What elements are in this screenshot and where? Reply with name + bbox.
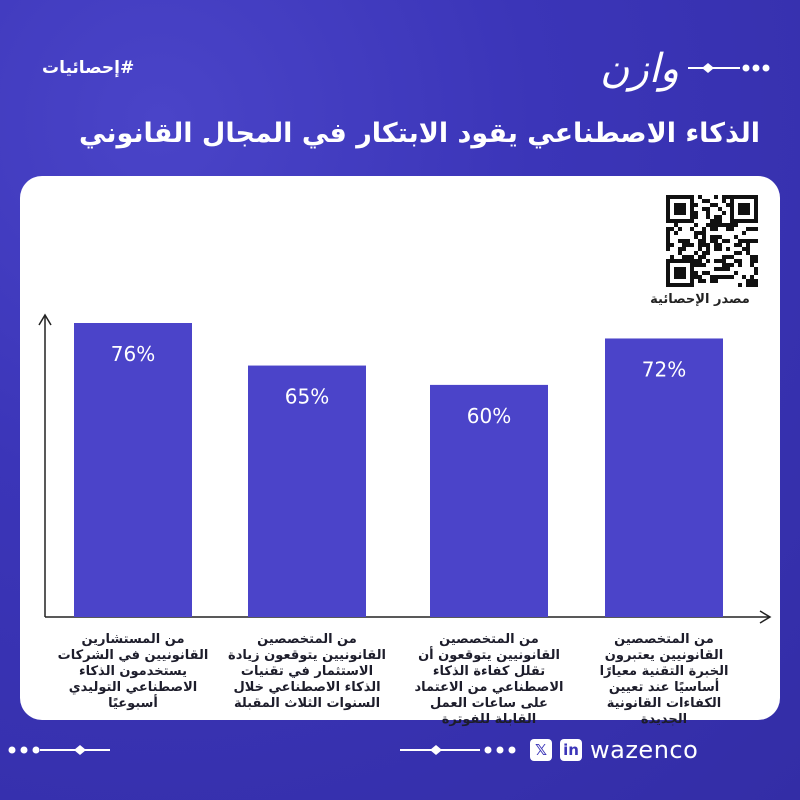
footer-decoration [8,745,516,755]
category-label: من المتخصصين القانونيين يتوقعون أن تقلل … [414,632,564,727]
y-axis-arrow [38,313,52,326]
page-title: الذكاء الاصطناعي يقود الابتكار في المجال… [79,118,760,149]
wazen-logo: وازن [600,46,770,92]
bar-value-label: 60% [467,404,511,428]
x-twitter-icon[interactable]: 𝕏 [530,739,552,761]
bar [430,384,548,617]
qr-code-icon [666,195,758,287]
bar [248,365,366,617]
source-label: مصدر الإحصائية [650,292,750,307]
bar-value-label: 72% [642,357,686,381]
logo-text: وازن [600,46,679,92]
linkedin-icon[interactable]: in [560,739,582,761]
category-label: من المتخصصين القانونيين يعتبرون الخبرة ا… [599,632,729,727]
x-axis-arrow [759,610,772,624]
hashtag-label: #إحصائيات [42,58,135,78]
bar [605,338,723,617]
footer-brand: 𝕏 in wazenco [530,735,698,765]
bar-value-label: 76% [111,342,155,366]
category-label: من المستشارين القانونيين في الشركات يستخ… [57,632,209,711]
brand-name: wazenco [590,736,699,764]
bar-value-label: 65% [285,385,329,409]
category-label: من المتخصصين القانونيين يتوقعون زيادة ال… [228,632,386,711]
bar [74,323,192,617]
